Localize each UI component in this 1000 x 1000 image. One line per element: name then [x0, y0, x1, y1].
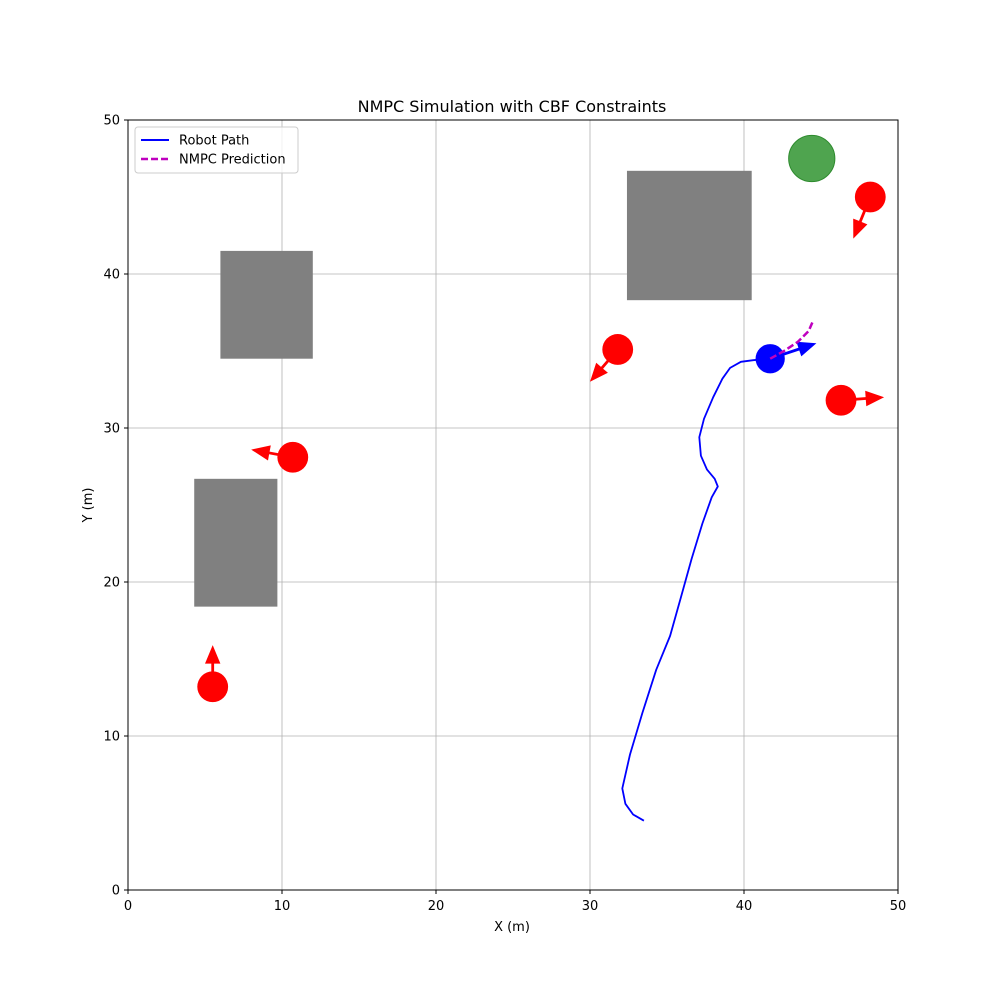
dynamic-obstacle-velocity-arrow: [590, 348, 619, 382]
legend: Robot Path NMPC Prediction: [134, 126, 299, 174]
nmpc-prediction-line: [769, 319, 815, 360]
dynamic-obstacle-velocity-arrow: [251, 445, 293, 461]
y-tick-label: 40: [103, 268, 120, 283]
x-tick-label: 0: [124, 899, 132, 914]
x-tick-label: 50: [890, 899, 907, 914]
y-tick-label: 20: [103, 576, 120, 591]
y-tick-label: 10: [103, 730, 120, 745]
legend-box: [134, 126, 299, 174]
plot-area: [194, 134, 886, 822]
robot-heading-arrow: [769, 341, 817, 360]
legend-label-robot-path: Robot Path: [179, 134, 249, 149]
x-tick-label: 30: [582, 899, 599, 914]
x-tick-label: 40: [736, 899, 753, 914]
ticks: 0 10 20 30 40 50 0 10 20 30 40 50: [103, 114, 906, 915]
y-tick-label: 30: [103, 422, 120, 437]
chart-title: NMPC Simulation with CBF Constraints: [358, 97, 667, 116]
x-axis-label: X (m): [494, 920, 530, 935]
legend-label-nmpc-prediction: NMPC Prediction: [179, 153, 286, 168]
dynamic-obstacle: [277, 441, 309, 473]
axes-frame: [127, 119, 899, 891]
goal-marker: [788, 134, 836, 183]
robot-path-line: [621, 357, 771, 822]
dynamic-obstacle-velocity-arrow: [853, 196, 872, 239]
static-obstacle: [194, 478, 278, 607]
dynamic-obstacle-velocity-arrow: [840, 390, 885, 407]
y-tick-label: 0: [112, 884, 120, 899]
static-obstacle: [626, 170, 752, 301]
x-tick-label: 10: [274, 899, 291, 914]
y-tick-label: 50: [103, 114, 120, 129]
y-axis-label: Y (m): [81, 488, 96, 524]
static-obstacle: [220, 250, 313, 359]
dynamic-obstacle-velocity-arrow: [205, 645, 221, 687]
dynamic-obstacle: [197, 671, 229, 703]
x-tick-label: 20: [428, 899, 445, 914]
